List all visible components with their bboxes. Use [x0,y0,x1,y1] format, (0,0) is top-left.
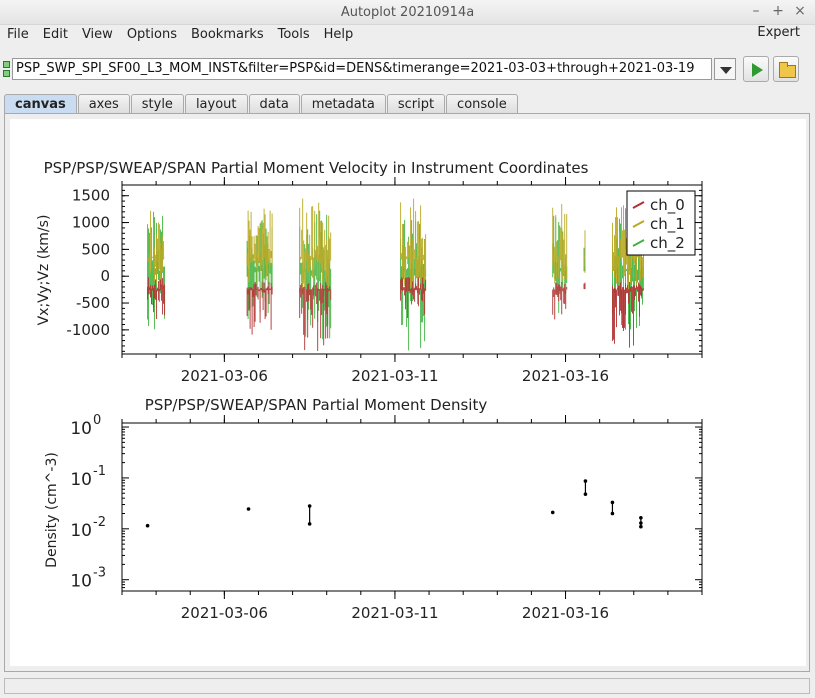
density-point [610,500,615,505]
y-tick-label: 10 [70,419,92,439]
uri-history-dropdown[interactable] [714,58,736,80]
tab-metadata[interactable]: metadata [300,94,386,113]
density-point [583,479,588,483]
tab-layout[interactable]: layout [184,94,248,113]
close-icon[interactable]: × [794,3,806,19]
x-tick-label: 2021-03-16 [522,367,609,385]
density-point [550,510,555,515]
tab-console[interactable]: console [446,94,518,113]
tab-script[interactable]: script [386,94,446,113]
menu-tools[interactable]: Tools [277,26,310,42]
plot-frame [121,422,703,592]
y-tick-label: 10 [70,470,92,490]
x-tick-label: 2021-03-06 [181,367,268,385]
density-point [610,511,615,516]
legend-label-ch_2: ch_2 [650,234,685,253]
menu-help[interactable]: Help [323,26,354,42]
menu-file[interactable]: File [7,26,29,42]
legend-swatch-ch_0 [632,201,645,209]
status-bar [4,678,810,694]
y-tick-label: -500 [76,294,110,312]
density-point [639,515,643,520]
y-tick-base: 10 [70,419,92,439]
density-point [246,507,251,511]
x-tick-label: 2021-03-06 [181,604,268,622]
density-point [583,492,588,496]
density-plot-title: PSP/PSP/SWEAP/SPAN Partial Moment Densit… [145,396,488,414]
menu-bar: File Edit View Options Bookmarks Tools H… [0,24,815,44]
uri-input[interactable]: PSP_SWP_SPI_SF00_L3_MOM_INST&filter=PSP&… [12,58,712,80]
density-y-axis-label: Density (cm^-3) [44,452,60,568]
legend-swatch-ch_1 [632,220,645,228]
density-data [145,479,643,529]
y-tick-base: 10 [70,470,92,490]
y-tick-label: -1000 [66,321,110,339]
menu-edit[interactable]: Edit [42,26,68,42]
minimize-icon[interactable]: – [752,3,760,19]
y-tick-label: 0 [100,267,110,285]
tab-bar: canvas axes style layout data metadata s… [4,94,519,114]
legend-label-ch_0: ch_0 [650,196,685,215]
velocity-data [147,198,644,351]
tab-data[interactable]: data [248,94,300,113]
open-file-button[interactable] [773,56,799,82]
y-tick-label: 500 [81,240,110,258]
density-point [307,504,312,508]
menu-view[interactable]: View [81,26,113,42]
y-tick-base: 10 [70,572,92,592]
density-point [145,523,150,528]
y-tick-exponent: 0 [93,413,101,428]
x-tick-label: 2021-03-11 [351,367,438,385]
density-point [639,521,643,525]
canvas-panel: PSP/PSP/SWEAP/SPAN Partial Moment Veloci… [4,113,810,672]
y-tick-exponent: -2 [93,515,106,530]
velocity-legend: ch_0ch_1ch_2 [626,190,696,256]
y-tick-label: 10 [70,572,92,592]
plot-canvas[interactable]: PSP/PSP/SWEAP/SPAN Partial Moment Veloci… [10,119,806,666]
y-tick-label: 10 [70,521,92,541]
expert-menu[interactable]: Expert [757,25,800,40]
density-point [639,524,643,529]
plots-svg[interactable]: PSP/PSP/SWEAP/SPAN Partial Moment Veloci… [10,119,806,666]
maximize-icon[interactable]: + [772,3,784,19]
y-tick-label: 1500 [72,187,110,205]
y-tick-label: 1000 [72,214,110,232]
menu-options[interactable]: Options [126,26,177,42]
legend-label-ch_1: ch_1 [650,215,685,234]
x-tick-label: 2021-03-16 [522,604,609,622]
data-source-icon[interactable] [2,59,10,79]
plot-frame [121,184,703,355]
plot-go-button[interactable] [743,56,769,82]
density-plot[interactable]: PSP/PSP/SWEAP/SPAN Partial Moment Densit… [44,396,703,622]
velocity-plot[interactable]: PSP/PSP/SWEAP/SPAN Partial Moment Veloci… [36,159,703,385]
velocity-y-axis-label: Vx;Vy;Vz (km/s) [36,215,52,326]
y-tick-base: 10 [70,521,92,541]
menu-bookmarks[interactable]: Bookmarks [190,26,264,42]
y-tick-exponent: -3 [93,566,106,581]
tab-axes[interactable]: axes [77,94,130,113]
legend-swatch-ch_2 [632,239,645,247]
tab-style[interactable]: style [130,94,184,113]
window-title: Autoplot 20210914a [340,5,475,20]
window-titlebar: Autoplot 20210914a – + × [0,0,815,25]
density-point [307,522,312,526]
tab-canvas[interactable]: canvas [4,94,77,113]
y-tick-exponent: -1 [93,464,106,479]
x-tick-label: 2021-03-11 [351,604,438,622]
velocity-axes: 2021-03-06 2021-03-11 2021-03-16 1500 1000 50… [66,177,703,385]
velocity-plot-title: PSP/PSP/SWEAP/SPAN Partial Moment Veloci… [44,159,589,177]
uri-bar: PSP_SWP_SPI_SF00_L3_MOM_INST&filter=PSP&… [0,56,815,86]
